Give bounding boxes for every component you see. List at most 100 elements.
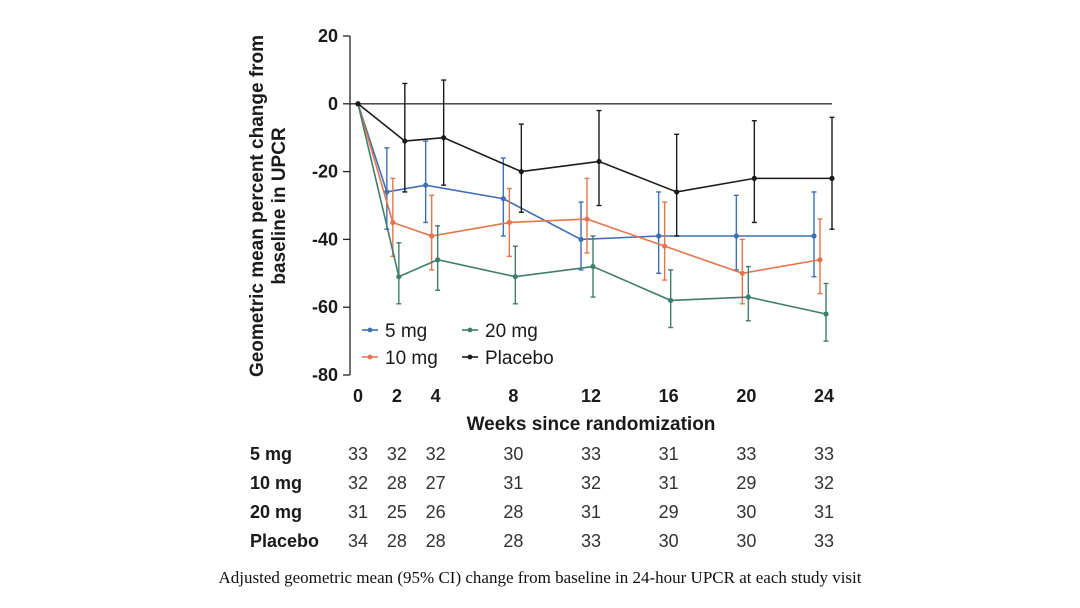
legend-item-20-mg: 20 mg — [462, 321, 538, 342]
y-tick-label: -80 — [312, 365, 338, 385]
data-point — [811, 233, 817, 239]
data-point — [441, 135, 447, 141]
figure-caption: Adjusted geometric mean (95% CI) change … — [218, 568, 862, 587]
data-point — [402, 138, 408, 144]
y-tick-label: 0 — [328, 94, 338, 114]
data-point — [435, 257, 441, 263]
risk-value: 31 — [814, 502, 834, 522]
x-tick-label: 24 — [814, 386, 834, 406]
legend-item-5-mg: 5 mg — [362, 321, 427, 342]
data-point — [578, 236, 584, 242]
risk-value: 30 — [736, 531, 756, 551]
series-line-10-mg — [357, 103, 821, 275]
risk-value: 30 — [736, 502, 756, 522]
risk-value: 31 — [659, 473, 679, 493]
risk-value: 31 — [348, 502, 368, 522]
risk-value: 33 — [348, 444, 368, 464]
data-point — [733, 233, 739, 239]
risk-value: 32 — [348, 473, 368, 493]
legend-swatch-marker — [467, 354, 473, 360]
data-point — [390, 219, 396, 226]
data-point — [829, 175, 835, 181]
legend-label: 20 mg — [485, 321, 538, 342]
x-tick-label: 8 — [508, 386, 518, 406]
risk-row-label: 5 mg — [250, 444, 292, 464]
data-point — [662, 243, 668, 249]
risk-value: 32 — [426, 444, 446, 464]
x-axis-ticks: 0 2 4 8 12 16 20 24 — [353, 386, 834, 406]
risk-value: 27 — [426, 473, 446, 493]
data-point — [590, 263, 596, 270]
risk-value: 31 — [503, 473, 523, 493]
data-point — [674, 189, 680, 195]
risk-value: 28 — [503, 531, 523, 551]
data-point — [739, 270, 745, 276]
series-placebo — [355, 79, 835, 237]
risk-row-placebo: Placebo 34 28 28 28 33 30 30 33 — [250, 531, 834, 551]
risk-row-label: 10 mg — [250, 473, 302, 493]
data-point — [668, 297, 674, 304]
y-tick-label: -40 — [312, 229, 338, 249]
data-point — [817, 257, 823, 263]
data-point — [751, 175, 757, 181]
x-tick-label: 2 — [392, 386, 402, 406]
risk-value: 29 — [736, 473, 756, 493]
legend: 5 mg 20 mg 10 mg Placebo — [362, 321, 554, 369]
risk-value: 33 — [814, 444, 834, 464]
risk-value: 34 — [348, 531, 368, 551]
legend-swatch-marker — [367, 327, 373, 333]
series-5-mg — [355, 101, 817, 278]
risk-value: 28 — [387, 531, 407, 551]
x-tick-label: 0 — [353, 386, 363, 406]
legend-item-placebo: Placebo — [462, 348, 554, 369]
data-point — [500, 196, 506, 202]
risk-value: 28 — [426, 531, 446, 551]
data-point — [355, 101, 361, 107]
risk-value: 32 — [387, 444, 407, 464]
data-point — [512, 274, 518, 280]
series-20-mg — [355, 101, 829, 342]
y-tick-label: -60 — [312, 297, 338, 317]
y-axis-title-line-1: Geometric mean percent change from — [247, 35, 268, 377]
data-point — [396, 274, 402, 280]
risk-value: 30 — [503, 444, 523, 464]
risk-value: 31 — [659, 444, 679, 464]
risk-value: 31 — [581, 502, 601, 522]
risk-row-10-mg: 10 mg 32 28 27 31 32 31 29 32 — [250, 473, 834, 493]
y-axis: 20 0 -20 -40 -60 -80 — [312, 26, 351, 385]
data-point — [429, 233, 435, 239]
risk-value: 33 — [581, 444, 601, 464]
risk-row-20-mg: 20 mg 31 25 26 28 31 29 30 31 — [250, 502, 834, 522]
y-axis-title: Geometric mean percent change from basel… — [247, 35, 290, 377]
risk-row-5-mg: 5 mg 33 32 32 30 33 31 33 33 — [250, 444, 834, 464]
y-axis-title-line-2: baseline in UPCR — [269, 127, 290, 285]
risk-value: 29 — [659, 502, 679, 522]
risk-value: 32 — [581, 473, 601, 493]
data-point — [584, 216, 590, 222]
risk-value: 30 — [659, 531, 679, 551]
legend-label: 5 mg — [385, 321, 427, 342]
x-tick-label: 12 — [581, 386, 601, 406]
x-tick-label: 4 — [431, 386, 441, 406]
x-tick-label: 20 — [736, 386, 756, 406]
data-point — [596, 158, 602, 165]
number-at-risk-table: 5 mg 33 32 32 30 33 31 33 33 10 mg 32 28 27 31 32 31 29 3… — [250, 444, 834, 551]
risk-value: 33 — [814, 531, 834, 551]
legend-label: 10 mg — [385, 348, 438, 369]
risk-row-label: 20 mg — [250, 502, 302, 522]
risk-value: 28 — [387, 473, 407, 493]
series-line-placebo — [357, 103, 832, 193]
data-point — [745, 294, 751, 300]
series-layer — [355, 79, 835, 342]
data-point — [823, 311, 829, 317]
data-point — [506, 219, 512, 226]
risk-value: 26 — [426, 502, 446, 522]
x-tick-label: 16 — [659, 386, 679, 406]
legend-item-10-mg: 10 mg — [362, 348, 438, 369]
risk-value: 28 — [503, 502, 523, 522]
legend-label: Placebo — [485, 348, 554, 369]
data-point — [384, 189, 390, 195]
y-tick-label: 20 — [318, 26, 338, 46]
risk-row-label: Placebo — [250, 531, 319, 551]
